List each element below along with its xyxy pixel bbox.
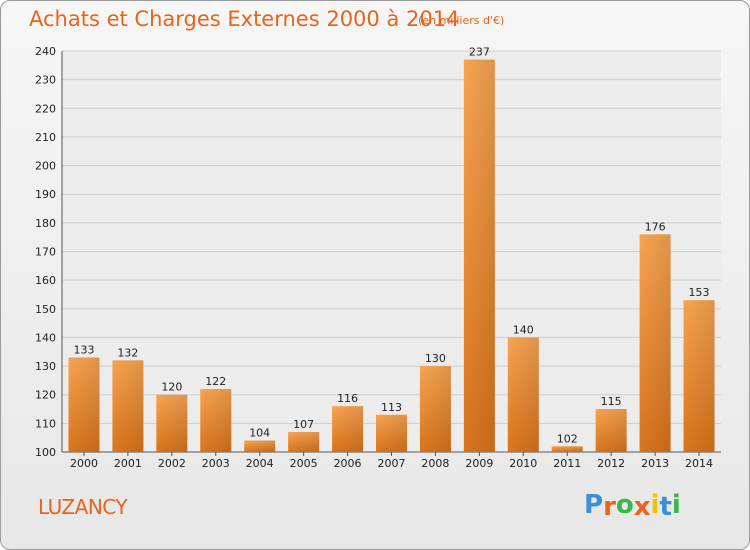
bar-shade	[551, 446, 583, 452]
bar-shade	[507, 337, 539, 452]
x-tick-label: 2013	[641, 457, 669, 470]
chart-title: Achats et Charges Externes 2000 à 2014	[29, 7, 460, 31]
bar-value-label: 102	[557, 432, 578, 445]
y-tick-label: 160	[35, 274, 56, 287]
bar-shade	[463, 59, 495, 452]
x-tick-label: 2006	[334, 457, 362, 470]
logo-letter: r	[603, 492, 616, 522]
bar-shade	[683, 300, 715, 452]
x-tick-label: 2012	[597, 457, 625, 470]
chart-subtitle: (en milliers d'€)	[418, 14, 505, 27]
bar-shade	[200, 388, 232, 452]
bar-value-label: 113	[381, 401, 402, 414]
bar-value-label: 237	[469, 46, 490, 59]
logo-letter: P	[584, 490, 604, 520]
y-tick-label: 200	[35, 160, 56, 173]
y-tick-label: 100	[35, 446, 56, 459]
bar-value-label: 153	[689, 286, 710, 299]
bar-value-label: 133	[73, 343, 94, 356]
bar-shade	[639, 234, 671, 452]
bar-value-label: 140	[513, 323, 534, 336]
bar-value-label: 130	[425, 352, 446, 365]
y-tick-label: 140	[35, 331, 56, 344]
bar-value-label: 115	[601, 395, 622, 408]
y-tick-label: 130	[35, 360, 56, 373]
proxiti-logo[interactable]: Proxiti	[584, 490, 681, 522]
y-tick-label: 240	[35, 45, 56, 58]
x-tick-label: 2005	[290, 457, 318, 470]
commune-name: LUZANCY	[38, 495, 128, 519]
x-tick-label: 2001	[114, 457, 142, 470]
bar-shade	[68, 357, 100, 452]
x-tick-label: 2000	[70, 457, 98, 470]
bar-shade	[112, 360, 144, 452]
logo-letter: i	[650, 490, 660, 520]
y-tick-label: 220	[35, 102, 56, 115]
y-tick-label: 190	[35, 188, 56, 201]
bar-shade	[156, 394, 188, 452]
bar-shade	[419, 366, 451, 452]
y-tick-label: 230	[35, 74, 56, 87]
y-tick-label: 120	[35, 389, 56, 402]
y-tick-label: 180	[35, 217, 56, 230]
bar-value-label: 104	[249, 427, 270, 440]
x-tick-label: 2002	[158, 457, 186, 470]
logo-letter: i	[671, 490, 681, 520]
logo-letter: x	[633, 492, 651, 522]
bar-value-label: 122	[205, 375, 226, 388]
x-tick-label: 2003	[202, 457, 230, 470]
bar-shade	[595, 409, 627, 452]
y-tick-label: 170	[35, 246, 56, 259]
x-tick-label: 2004	[246, 457, 274, 470]
y-tick-label: 210	[35, 131, 56, 144]
y-tick-label: 110	[35, 417, 56, 430]
x-tick-label: 2009	[465, 457, 493, 470]
bar-shade	[332, 406, 364, 452]
bar-shade	[376, 414, 407, 452]
y-tick-label: 150	[35, 303, 56, 316]
bar-shade	[244, 440, 276, 452]
x-tick-label: 2014	[685, 457, 713, 470]
bar-value-label: 176	[645, 220, 666, 233]
bar-value-label: 107	[293, 418, 314, 431]
x-tick-label: 2010	[509, 457, 537, 470]
bar-shade	[288, 431, 320, 452]
logo-letter: o	[615, 490, 634, 520]
x-tick-label: 2011	[553, 457, 581, 470]
x-tick-label: 2007	[378, 457, 406, 470]
bar-value-label: 132	[117, 346, 138, 359]
x-tick-label: 2008	[421, 457, 449, 470]
logo-letter: t	[659, 492, 672, 522]
bar-value-label: 116	[337, 392, 358, 405]
bar-value-label: 120	[161, 381, 182, 394]
